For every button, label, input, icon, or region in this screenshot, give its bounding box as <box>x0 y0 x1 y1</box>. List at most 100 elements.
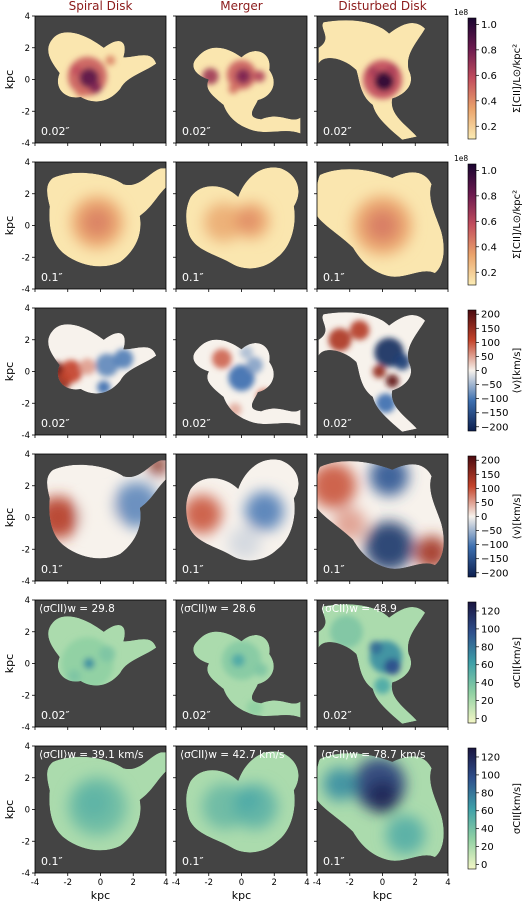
y-tick-label: -4 <box>22 431 30 441</box>
resolution-label: 0.02″ <box>41 417 70 430</box>
column-title-2: Disturbed Disk <box>338 0 426 13</box>
y-axis-label: kpc <box>3 800 16 819</box>
map-features <box>317 461 444 569</box>
map-features <box>67 55 116 98</box>
label-value: 48.9 <box>373 603 396 615</box>
colorbar-tick-label: 0.4 <box>481 96 497 107</box>
map-feature <box>374 71 394 91</box>
y-tick-label: 0 <box>25 76 30 86</box>
colorbar-tick-label: 100 <box>481 770 500 781</box>
map-feature <box>148 460 166 475</box>
y-tick-label: 0 <box>25 514 30 524</box>
map-feature <box>244 491 285 531</box>
colorbar-gradient <box>467 455 477 578</box>
x-tick-label: 4 <box>445 878 450 888</box>
map-feature <box>328 328 352 352</box>
colorbar-tick-label: 1.0 <box>481 166 497 177</box>
panel-r0-c0: 0.02″ -4 -2 0 2 4 kpc <box>3 12 167 149</box>
map-content <box>186 167 299 269</box>
panel-r4-c1: 0.02″ ⟨σCII⟩w = 28.6 <box>173 599 308 730</box>
x-tick-label: 2 <box>413 878 418 888</box>
label-value: 42.7 km/s <box>232 749 284 761</box>
colorbar-gradient <box>467 17 477 140</box>
label-value: 78.7 km/s <box>373 749 425 761</box>
map-content <box>317 461 444 569</box>
colorbar-tick-label: 80 <box>481 788 494 799</box>
map-feature <box>323 767 357 801</box>
map-feature <box>228 526 262 560</box>
y-tick-label: -4 <box>22 869 30 879</box>
map-feature <box>254 663 268 677</box>
colorbar-exponent: 1e8 <box>454 8 468 17</box>
map-feature <box>67 669 81 683</box>
y-axis-label: kpc <box>3 654 16 673</box>
colorbar-tick-label: −50 <box>481 526 502 537</box>
colorbar-tick-label: 60 <box>481 806 494 817</box>
colorbar-tick-label: 120 <box>481 752 500 763</box>
colorbar-tick-label: 1.0 <box>481 20 497 31</box>
column-title-0: Spiral Disk <box>69 0 133 13</box>
x-tick-label: 2 <box>272 878 277 888</box>
colorbar-r2: 200 150 100 50 0 −50 −100 −150 −200 ⟨v⟩[km/s] <box>467 309 523 433</box>
colorbar-label: ⟨v⟩[km/s] <box>512 348 523 394</box>
weighted-dispersion-label: ⟨σCII⟩w = 42.7 km/s <box>180 749 284 761</box>
map-feature <box>366 780 399 814</box>
map-feature <box>231 653 245 667</box>
map-region <box>193 47 301 134</box>
colorbar-r3: 200 150 100 50 0 −50 −100 −150 −200 ⟨v⟩[km/s] <box>467 455 523 579</box>
colorbar-label: Σ[CII]/L⊙/kpc² <box>512 44 523 113</box>
colorbar-r4: 120 100 80 60 40 20 0 σCII[km/s] <box>467 601 523 725</box>
y-axis-label: kpc <box>3 508 16 527</box>
map-feature <box>98 645 116 663</box>
panel-r1-c2: 0.1″ <box>314 161 449 292</box>
panel-r3-c1: 0.1″ <box>173 453 308 584</box>
map-feature <box>186 494 222 534</box>
map-feature <box>317 462 357 509</box>
y-tick-label: 4 <box>25 450 30 460</box>
map-content <box>186 459 299 561</box>
panel-r1-c1: 0.1″ <box>173 161 308 292</box>
y-tick-label: 4 <box>25 596 30 606</box>
colorbar-tick-label: 0 <box>481 860 487 871</box>
y-axis-label: kpc <box>3 362 16 381</box>
map-content <box>318 20 426 140</box>
map-feature <box>113 349 134 369</box>
map-features <box>203 202 270 242</box>
map-feature <box>79 358 96 375</box>
colorbar-tick-label: 80 <box>481 642 494 653</box>
colorbar-exponent: 1e8 <box>454 154 468 163</box>
colorbar-tick-label: 120 <box>481 606 500 617</box>
map-content <box>48 324 157 394</box>
panel-r0-c1: 0.02″ <box>173 15 308 146</box>
label-value: 29.8 <box>91 603 114 615</box>
label-value: 28.6 <box>232 603 256 615</box>
weighted-dispersion-label: ⟨σCII⟩w = 78.7 km/s <box>321 749 425 761</box>
colorbar-tick-label: 150 <box>481 470 500 481</box>
x-tick-label: 2 <box>131 878 136 888</box>
map-feature <box>253 70 266 83</box>
map-content <box>193 339 301 426</box>
map-feature <box>212 349 232 369</box>
panel-r4-c2: 0.02″ ⟨σCII⟩w = 48.9 <box>314 599 449 730</box>
y-tick-label: -4 <box>22 285 30 295</box>
map-feature <box>75 87 86 98</box>
map-content <box>186 751 299 853</box>
label-prefix: ⟨σCII⟩w = <box>39 749 91 761</box>
weighted-dispersion-label: ⟨σCII⟩w = 28.6 <box>180 603 256 615</box>
panel-r2-c1: 0.02″ <box>173 307 308 438</box>
map-feature <box>228 84 239 94</box>
x-tick-label: -4 <box>31 878 39 888</box>
label-prefix: ⟨σCII⟩w = <box>180 749 232 761</box>
colorbar-r1: 0.2 0.4 0.6 0.8 1.0 1e8 Σ[CII]/L⊙/kpc² <box>454 154 523 286</box>
colorbar-label: σCII[km/s] <box>512 637 523 688</box>
y-tick-label: 0 <box>25 222 30 232</box>
resolution-label: 0.1″ <box>41 271 63 284</box>
weighted-dispersion-label: ⟨σCII⟩w = 29.8 <box>39 603 115 615</box>
resolution-label: 0.1″ <box>323 855 345 868</box>
y-axis-label: kpc <box>3 70 16 89</box>
map-feature <box>80 494 121 534</box>
y-tick-label: 4 <box>25 742 30 752</box>
colorbar-tick-label: −100 <box>481 394 508 405</box>
resolution-label: 0.1″ <box>323 271 345 284</box>
